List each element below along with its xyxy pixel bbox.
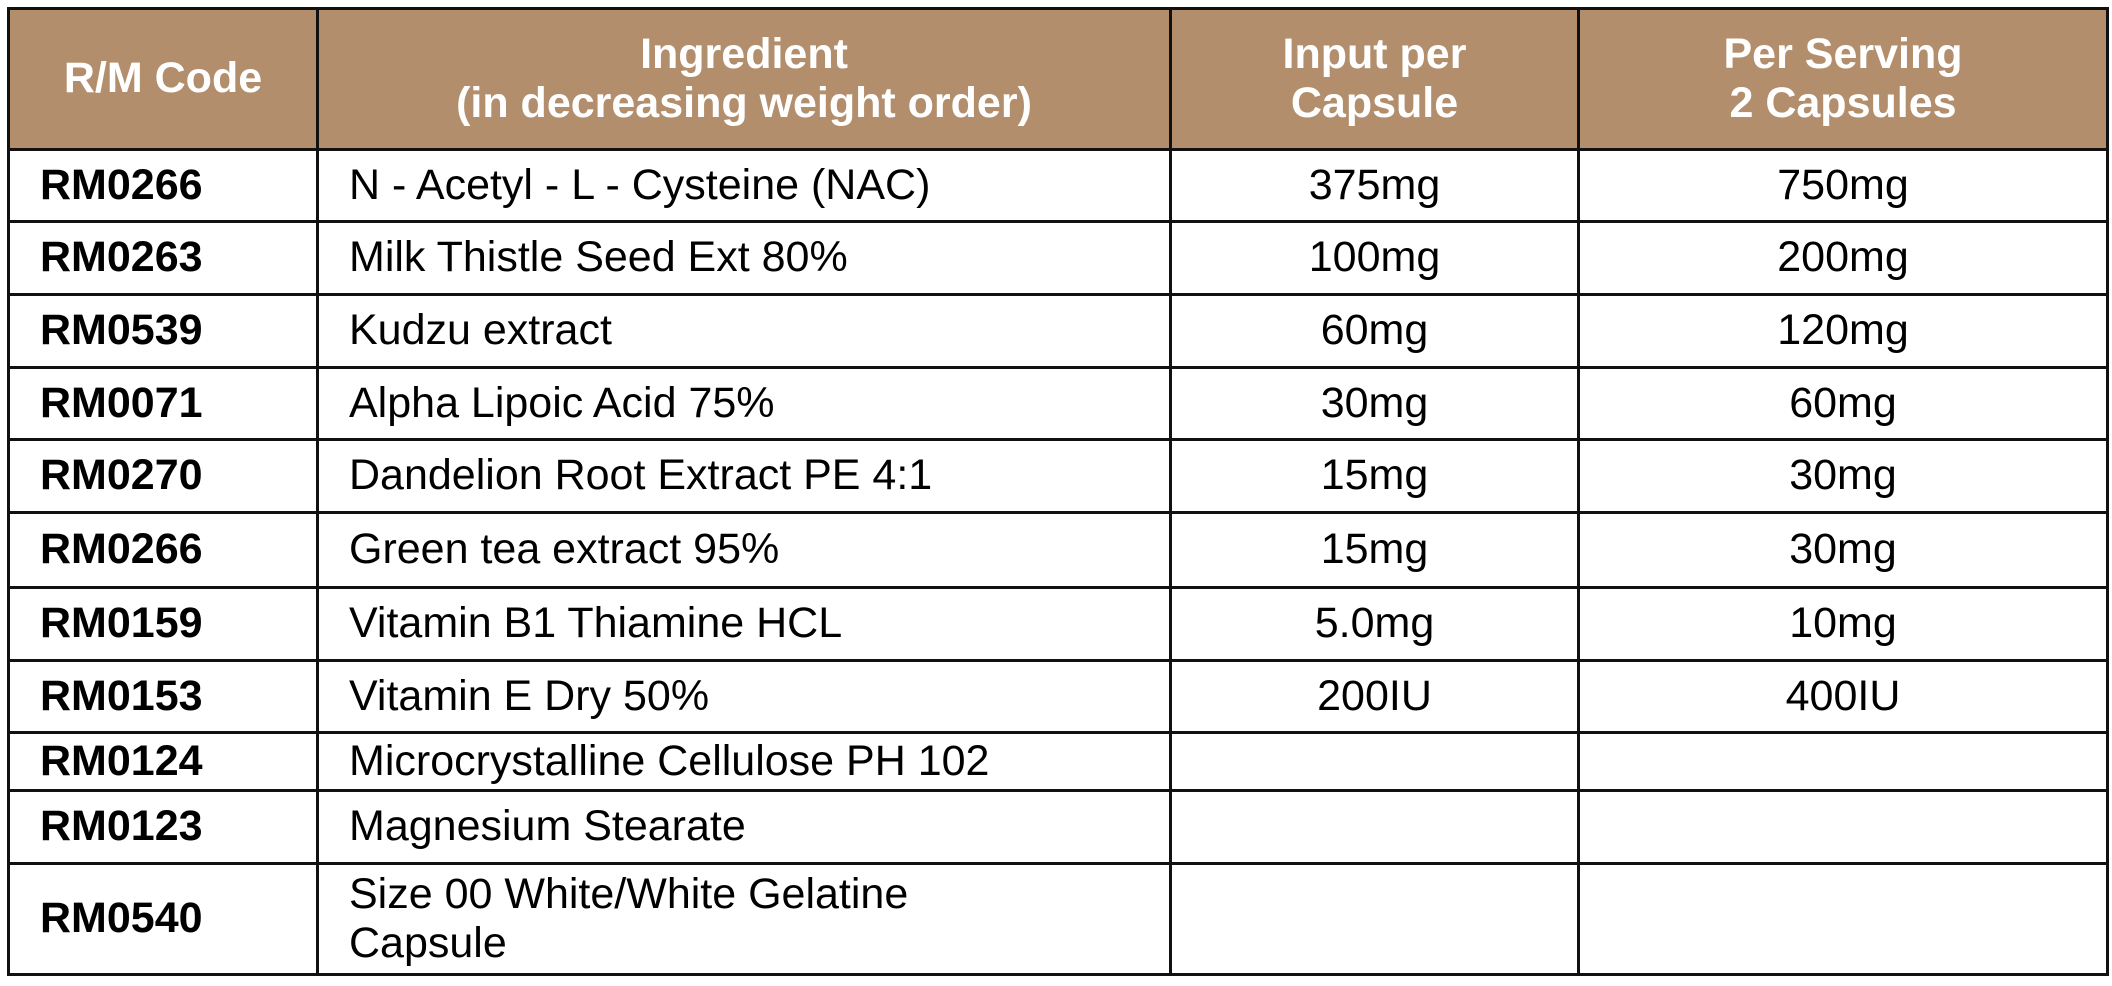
table-row: RM0270 Dandelion Root Extract PE 4:1 15mg 3… (7, 438, 2109, 514)
per-serving (1577, 731, 2109, 792)
rm-code: RM0071 (7, 366, 319, 441)
ingredient: Microcrystalline Cellulose PH 102 (316, 731, 1172, 792)
rm-code: RM0266 (7, 148, 319, 223)
table-row: RM0071 Alpha Lipoic Acid 75% 30mg 60mg (7, 366, 2109, 441)
per-serving: 200mg (1577, 220, 2109, 296)
table-row: RM0153 Vitamin E Dry 50% 200IU 400IU (7, 659, 2109, 734)
input-per-capsule: 200IU (1169, 659, 1580, 734)
input-per-capsule: 60mg (1169, 293, 1580, 369)
rm-code: RM0270 (7, 438, 319, 514)
header-cell: Input per Capsule (1169, 7, 1580, 151)
input-per-capsule: 30mg (1169, 366, 1580, 441)
rm-code: RM0123 (7, 789, 319, 865)
table-row: RM0159 Vitamin B1 Thiamine HCL 5.0mg 10mg (7, 586, 2109, 662)
table-row: RM0124 Microcrystalline Cellulose PH 102 (7, 731, 2109, 792)
input-per-capsule: 15mg (1169, 438, 1580, 514)
input-per-capsule (1169, 731, 1580, 792)
header-cell: Per Serving 2 Capsules (1577, 7, 2109, 151)
per-serving (1577, 862, 2109, 976)
per-serving: 60mg (1577, 366, 2109, 441)
table-body: RM0266 N - Acetyl - L - Cysteine (NAC) 375… (7, 148, 2109, 976)
ingredient: Vitamin B1 Thiamine HCL (316, 586, 1172, 662)
rm-code: RM0539 (7, 293, 319, 369)
header-cell: Ingredient (in decreasing weight order) (316, 7, 1172, 151)
per-serving (1577, 789, 2109, 865)
ingredient: Green tea extract 95% (316, 511, 1172, 589)
per-serving: 10mg (1577, 586, 2109, 662)
ingredient: Milk Thistle Seed Ext 80% (316, 220, 1172, 296)
per-serving: 400IU (1577, 659, 2109, 734)
table-row: RM0539 Kudzu extract 60mg 120mg (7, 293, 2109, 369)
ingredient: N - Acetyl - L - Cysteine (NAC) (316, 148, 1172, 223)
header-cell: R/M Code (7, 7, 319, 151)
ingredient: Dandelion Root Extract PE 4:1 (316, 438, 1172, 514)
rm-code: RM0266 (7, 511, 319, 589)
ingredient: Alpha Lipoic Acid 75% (316, 366, 1172, 441)
rm-code: RM0124 (7, 731, 319, 792)
ingredient-table: R/M Code Ingredient (in decreasing weight … (7, 7, 2109, 976)
ingredient: Vitamin E Dry 50% (316, 659, 1172, 734)
table-row: RM0266 Green tea extract 95% 15mg 30mg (7, 511, 2109, 589)
header-row: R/M Code Ingredient (in decreasing weight … (7, 7, 2109, 151)
ingredient: Size 00 White/White Gelatine Capsule (316, 862, 1172, 976)
input-per-capsule: 15mg (1169, 511, 1580, 589)
ingredient: Kudzu extract (316, 293, 1172, 369)
per-serving: 30mg (1577, 511, 2109, 589)
rm-code: RM0540 (7, 862, 319, 976)
input-per-capsule (1169, 789, 1580, 865)
per-serving: 120mg (1577, 293, 2109, 369)
rm-code: RM0159 (7, 586, 319, 662)
per-serving: 30mg (1577, 438, 2109, 514)
rm-code: RM0153 (7, 659, 319, 734)
table-row: RM0266 N - Acetyl - L - Cysteine (NAC) 375… (7, 148, 2109, 223)
input-per-capsule: 5.0mg (1169, 586, 1580, 662)
per-serving: 750mg (1577, 148, 2109, 223)
table-row: RM0123 Magnesium Stearate (7, 789, 2109, 865)
table-row: RM0540 Size 00 White/White Gelatine Capsul… (7, 862, 2109, 976)
rm-code: RM0263 (7, 220, 319, 296)
input-per-capsule: 100mg (1169, 220, 1580, 296)
input-per-capsule (1169, 862, 1580, 976)
table-row: RM0263 Milk Thistle Seed Ext 80% 100mg 200m… (7, 220, 2109, 296)
ingredient: Magnesium Stearate (316, 789, 1172, 865)
input-per-capsule: 375mg (1169, 148, 1580, 223)
